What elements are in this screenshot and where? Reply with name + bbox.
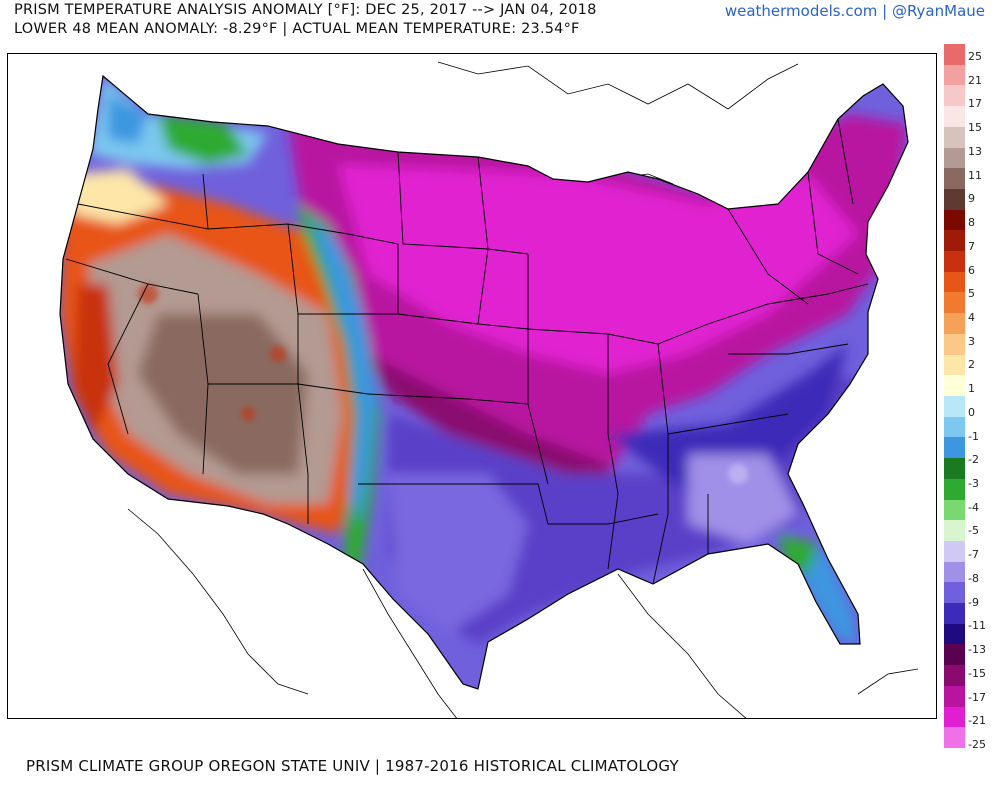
color-scale-swatch — [944, 499, 965, 521]
color-scale-swatch — [944, 147, 965, 169]
color-scale-swatch — [944, 333, 965, 356]
color-scale-tick-label: 6 — [968, 263, 975, 277]
color-scale-tick-label: -4 — [968, 500, 979, 514]
color-scale-swatch — [944, 727, 965, 749]
color-scale-tick-label: 2 — [968, 358, 975, 372]
color-scale-swatch — [944, 458, 965, 480]
map-title-line-2: LOWER 48 MEAN ANOMALY: -8.29°F | ACTUAL … — [14, 21, 580, 37]
color-scale-swatch — [944, 209, 965, 231]
color-scale-tick-label: 21 — [968, 73, 982, 87]
color-scale-tick-label: -13 — [968, 643, 986, 657]
color-scale-swatch — [944, 665, 965, 687]
color-scale-swatch — [944, 375, 965, 397]
color-scale-swatch — [944, 478, 965, 501]
color-scale-swatch — [944, 416, 965, 438]
color-scale-tick-label: 15 — [968, 121, 982, 135]
color-scale-swatch — [944, 271, 965, 293]
color-scale-swatch — [944, 396, 965, 418]
anomaly-map — [7, 53, 937, 719]
color-scale-tick-label: 11 — [968, 168, 982, 182]
color-scale-tick-label: -25 — [968, 738, 986, 751]
color-scale-swatch — [944, 85, 965, 107]
color-scale-swatch — [944, 106, 965, 128]
color-scale-tick-label: 5 — [968, 287, 975, 301]
color-scale-swatch — [944, 188, 965, 211]
color-scale-tick-label: 8 — [968, 216, 975, 230]
color-scale-swatch — [944, 540, 965, 563]
color-scale-tick-label: 13 — [968, 144, 982, 158]
color-scale-swatch — [944, 251, 965, 273]
color-scale-tick-label: 1 — [968, 382, 975, 396]
color-scale-tick-label: -15 — [968, 666, 986, 680]
color-scale-tick-label: 4 — [968, 310, 975, 324]
map-title-line-1: PRISM TEMPERATURE ANALYSIS ANOMALY [°F]:… — [14, 2, 597, 18]
color-scale-swatch — [944, 582, 965, 604]
color-scale-swatch — [944, 644, 965, 666]
color-scale-swatch — [944, 230, 965, 252]
color-scale-tick-label: -5 — [968, 524, 979, 538]
color-scale-tick-label: 9 — [968, 192, 975, 206]
color-scale-tick-label: -11 — [968, 619, 986, 633]
color-scale-tick-label: 17 — [968, 97, 982, 111]
anomaly-field — [60, 76, 908, 689]
color-scale-tick-label: -1 — [968, 429, 979, 443]
color-scale-tick-label: -2 — [968, 453, 979, 467]
state-borders — [59, 74, 909, 690]
color-scale-tick-label: 25 — [968, 50, 982, 63]
color-scale-tick-label: -3 — [968, 477, 979, 491]
color-scale-swatch — [944, 126, 965, 149]
color-scale-tick-label: -8 — [968, 571, 979, 585]
color-scale-swatch — [944, 313, 965, 335]
color-scale-legend — [944, 44, 965, 749]
color-scale-tick-label: 7 — [968, 239, 975, 253]
color-scale-swatch — [944, 685, 965, 708]
color-scale-swatch — [944, 64, 965, 86]
color-scale-tick-label: -7 — [968, 548, 979, 562]
color-scale-swatch — [944, 168, 965, 190]
color-scale-swatch — [944, 520, 965, 542]
color-scale-tick-label: 0 — [968, 405, 975, 419]
source-footer: PRISM CLIMATE GROUP OREGON STATE UNIV | … — [26, 757, 679, 775]
color-scale-swatch — [944, 437, 965, 459]
color-scale-swatch — [944, 706, 965, 728]
color-scale-tick-label: -9 — [968, 595, 979, 609]
color-scale-swatch — [944, 603, 965, 625]
color-scale-swatch — [944, 292, 965, 314]
color-scale-tick-label: -17 — [968, 690, 986, 704]
color-scale-swatch — [944, 354, 965, 376]
color-scale-swatch — [944, 44, 965, 66]
color-scale-tick-label: -21 — [968, 714, 986, 728]
map-canvas — [59, 61, 919, 718]
color-scale-tick-label: 3 — [968, 334, 975, 348]
credit-link[interactable]: weathermodels.com | @RyanMaue — [724, 2, 985, 20]
color-scale-swatch — [944, 623, 965, 645]
color-scale-swatch — [944, 561, 965, 583]
